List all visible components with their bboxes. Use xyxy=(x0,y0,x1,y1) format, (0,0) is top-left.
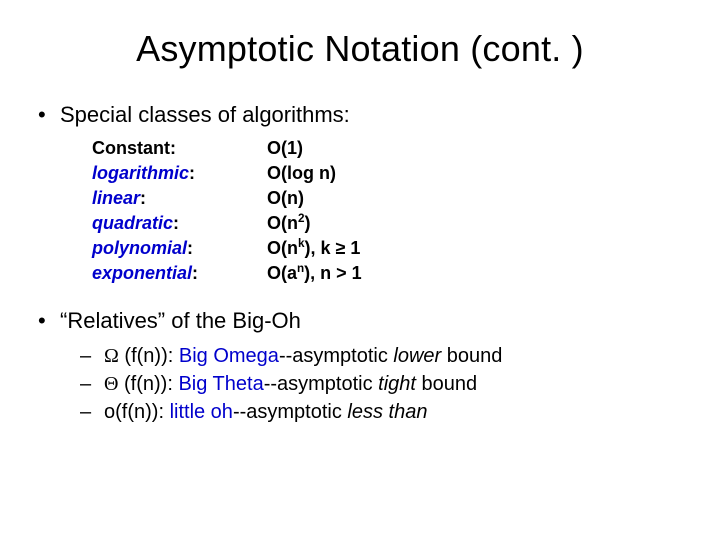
relatives-list: –Ω (f(n)): Big Omega--asymptotic lower b… xyxy=(80,342,690,426)
class-value: O(nk), k ≥ 1 xyxy=(267,236,360,261)
dash-icon: – xyxy=(80,370,104,398)
class-row: quadratic:O(n2) xyxy=(92,211,690,236)
class-row: exponential:O(an), n > 1 xyxy=(92,261,690,286)
relative-item: –o(f(n)): little oh--asymptotic less tha… xyxy=(80,398,690,426)
class-row: polynomial:O(nk), k ≥ 1 xyxy=(92,236,690,261)
dash-icon: – xyxy=(80,342,104,370)
class-label: polynomial: xyxy=(92,236,267,261)
bullet-relatives: • “Relatives” of the Big-Oh xyxy=(38,308,690,334)
class-label: quadratic: xyxy=(92,211,267,236)
class-value: O(1) xyxy=(267,136,303,161)
relative-text: Θ (f(n)): Big Theta--asymptotic tight bo… xyxy=(104,370,477,398)
slide-title: Asymptotic Notation (cont. ) xyxy=(0,0,720,88)
bullet-special-classes: • Special classes of algorithms: xyxy=(38,102,690,128)
class-value: O(an), n > 1 xyxy=(267,261,362,286)
relative-item: –Θ (f(n)): Big Theta--asymptotic tight b… xyxy=(80,370,690,398)
classes-table: Constant:O(1)logarithmic:O(log n)linear:… xyxy=(92,136,690,286)
class-label: logarithmic: xyxy=(92,161,267,186)
class-value: O(log n) xyxy=(267,161,336,186)
relative-text: Ω (f(n)): Big Omega--asymptotic lower bo… xyxy=(104,342,502,370)
bullet-text: Special classes of algorithms: xyxy=(60,102,350,128)
bullet-text: “Relatives” of the Big-Oh xyxy=(60,308,301,334)
class-label: Constant: xyxy=(92,136,267,161)
slide-body: • Special classes of algorithms: Constan… xyxy=(0,102,720,426)
class-row: Constant:O(1) xyxy=(92,136,690,161)
class-value: O(n2) xyxy=(267,211,311,236)
class-row: logarithmic:O(log n) xyxy=(92,161,690,186)
bullet-dot-icon: • xyxy=(38,102,60,128)
dash-icon: – xyxy=(80,398,104,426)
relative-item: –Ω (f(n)): Big Omega--asymptotic lower b… xyxy=(80,342,690,370)
class-label: linear: xyxy=(92,186,267,211)
slide: Asymptotic Notation (cont. ) • Special c… xyxy=(0,0,720,540)
class-label: exponential: xyxy=(92,261,267,286)
class-value: O(n) xyxy=(267,186,304,211)
bullet-dot-icon: • xyxy=(38,308,60,334)
relative-text: o(f(n)): little oh--asymptotic less than xyxy=(104,398,427,426)
class-row: linear:O(n) xyxy=(92,186,690,211)
